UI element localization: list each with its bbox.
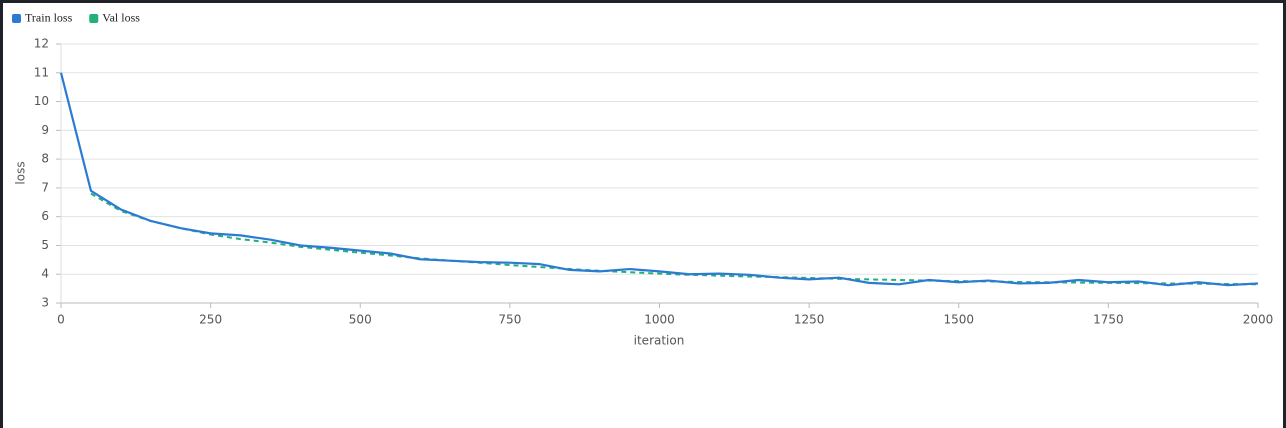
x-tick-label: 1250 [794, 313, 825, 327]
x-tick-label: 2000 [1243, 313, 1274, 327]
y-axis-label: loss [14, 161, 28, 184]
x-tick-label: 250 [199, 313, 222, 327]
legend-label: Val loss [102, 10, 140, 24]
y-tick-label: 6 [41, 209, 49, 223]
x-axis-label: iteration [634, 334, 685, 348]
y-tick-label: 8 [41, 152, 49, 166]
legend-swatch [12, 14, 21, 23]
y-tick-label: 12 [34, 37, 49, 51]
legend-label: Train loss [25, 10, 73, 24]
legend-swatch [89, 14, 99, 23]
x-tick-label: 0 [57, 313, 65, 327]
x-tick-label: 750 [498, 313, 521, 327]
series-line [59, 72, 1259, 287]
y-tick-label: 7 [41, 180, 49, 194]
x-tick-label: 1000 [644, 313, 675, 327]
y-tick-label: 9 [41, 123, 49, 137]
y-tick-label: 5 [41, 238, 49, 252]
y-tick-label: 3 [41, 296, 49, 310]
y-tick-label: 4 [41, 267, 49, 281]
x-tick-label: 500 [349, 313, 372, 327]
y-tick-label: 11 [34, 65, 49, 79]
x-tick-label: 1750 [1093, 313, 1124, 327]
x-tick-label: 1500 [943, 313, 974, 327]
y-tick-label: 10 [34, 94, 49, 108]
